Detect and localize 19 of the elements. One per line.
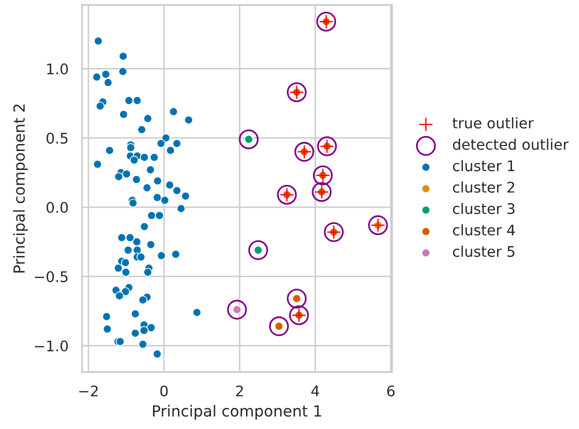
y-tick-label: 0.0 — [46, 202, 68, 213]
x-axis-title: Principal component 1 — [153, 404, 322, 420]
legend-label: cluster 1 — [452, 160, 514, 172]
legend-label: cluster 3 — [452, 202, 514, 214]
x-tick-label: 6 — [387, 385, 395, 396]
legend-label: cluster 5 — [452, 246, 514, 257]
legend-label: cluster 2 — [452, 181, 514, 193]
x-tick-label: −2 — [79, 385, 98, 396]
y-tick-label: 0.5 — [46, 132, 68, 144]
legend-label: detected outlier — [452, 138, 569, 150]
x-tick-label: 0 — [160, 385, 168, 396]
legend-label: true outlier — [452, 117, 534, 129]
legend-label: cluster 4 — [452, 224, 515, 236]
y-tick-label: −1.0 — [34, 340, 68, 352]
x-tick-label: 4 — [311, 386, 320, 396]
y-tick-label: −0.5 — [34, 271, 68, 282]
y-tick-label: 1.0 — [47, 63, 68, 74]
x-tick-label: 2 — [236, 385, 243, 396]
y-axis-title: Principal component 2 — [13, 104, 28, 272]
